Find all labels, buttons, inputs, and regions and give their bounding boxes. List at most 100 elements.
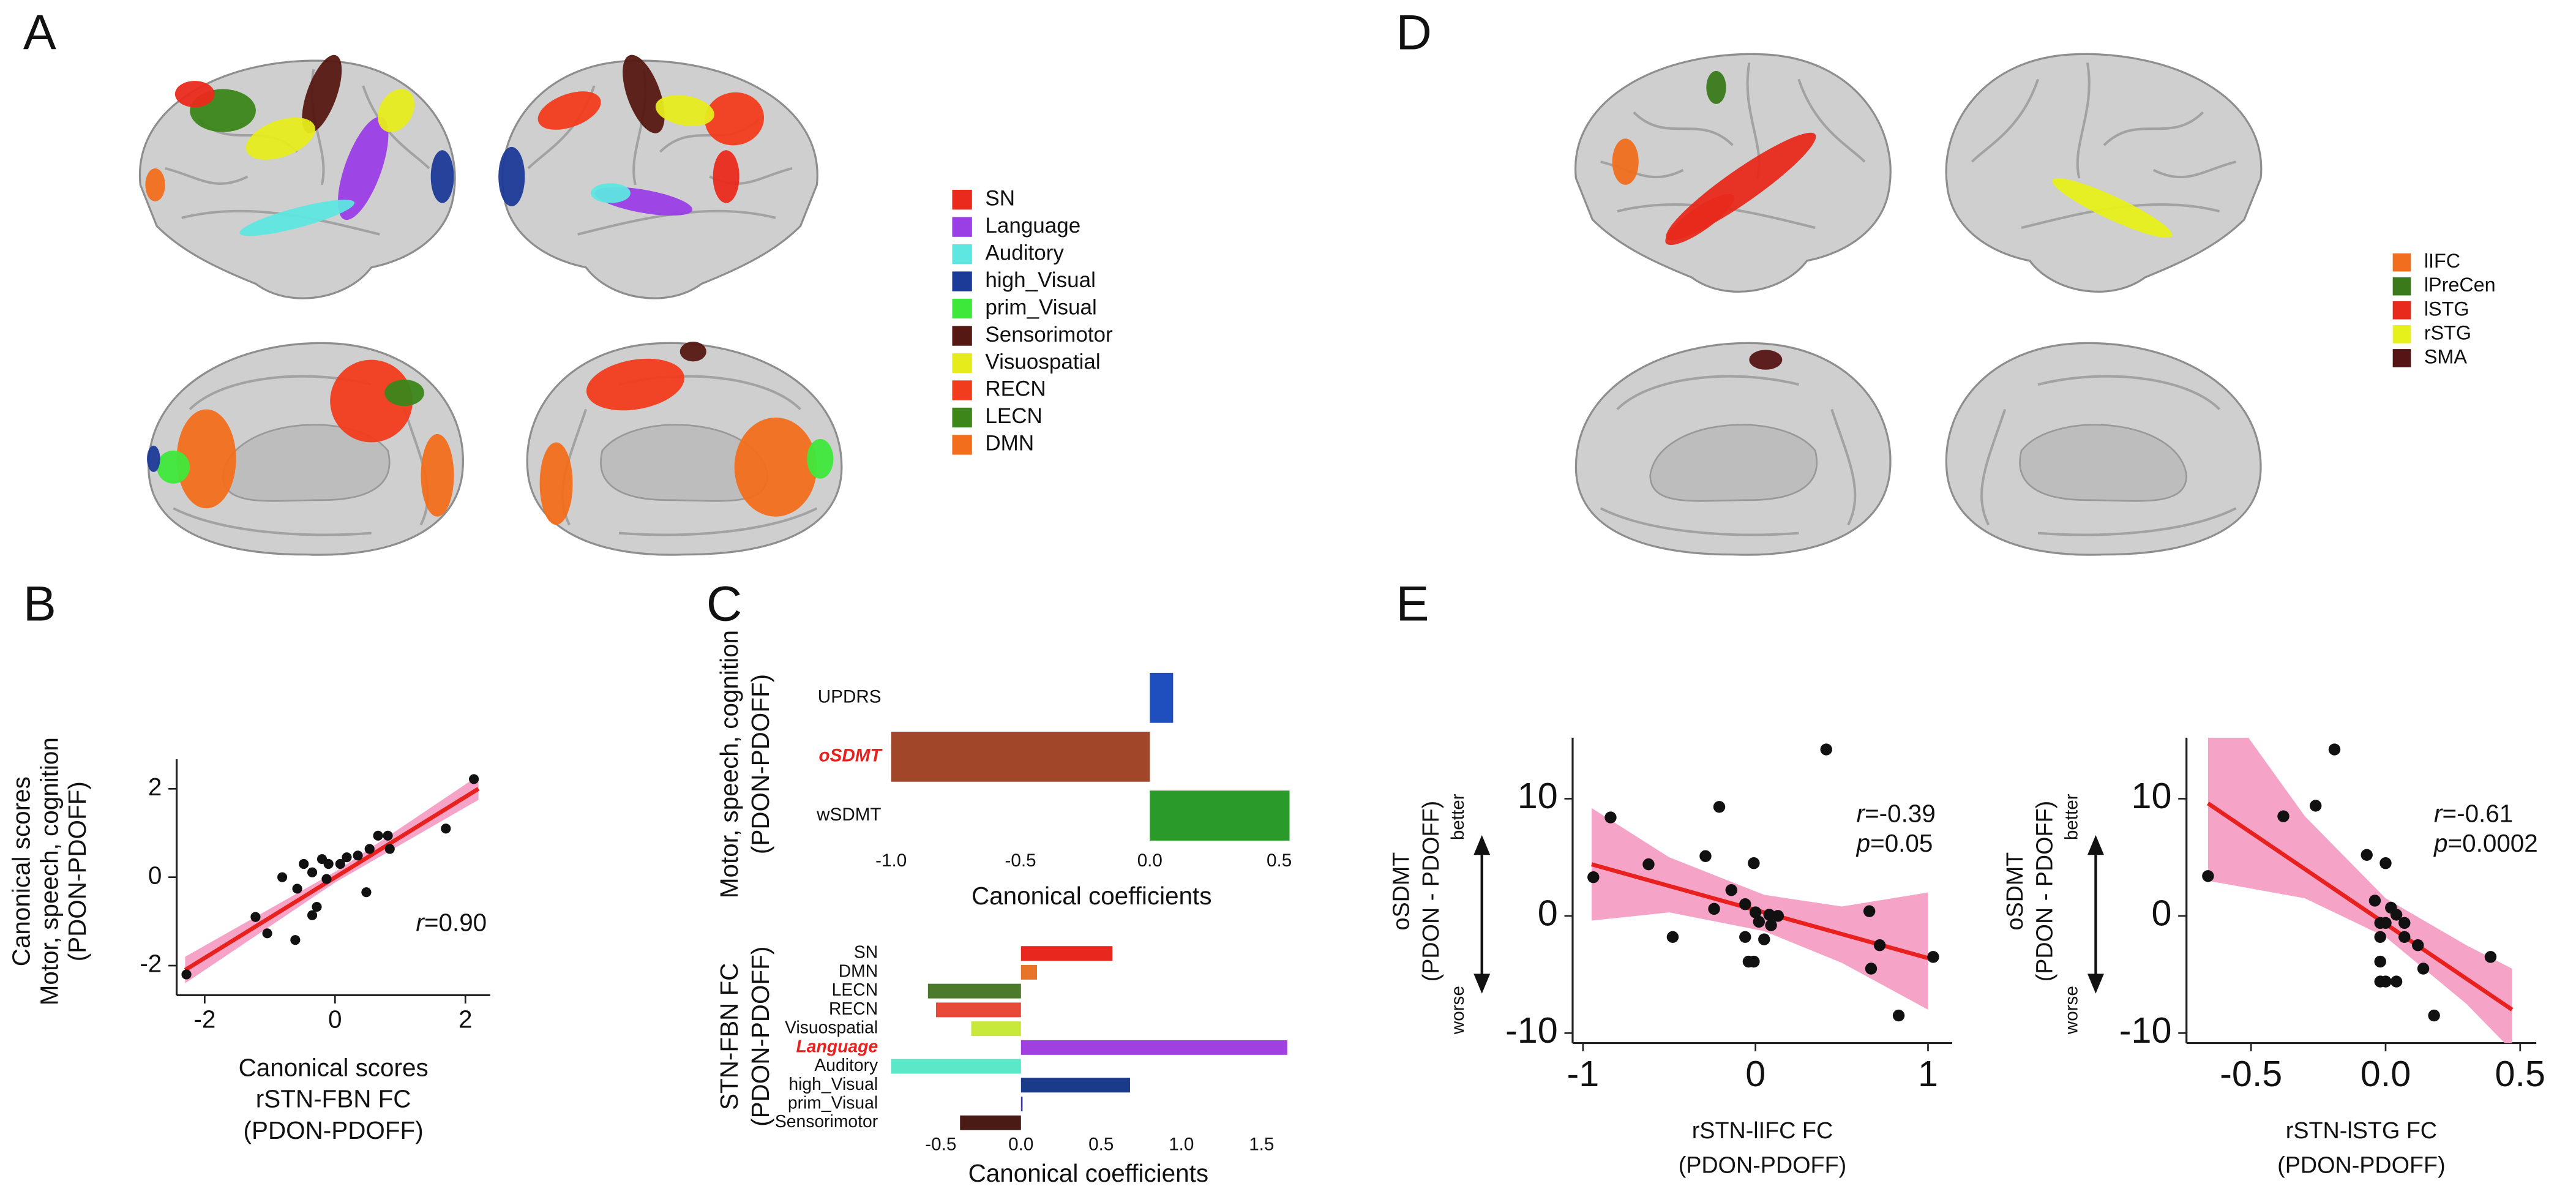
annotation-symbol: r (416, 908, 425, 936)
data-point (1873, 939, 1886, 951)
category-label: SN (854, 942, 878, 962)
legend-label: lPreCen (2424, 274, 2496, 296)
y-axis-label: Motor, speech, cognition (35, 737, 63, 1005)
sulcus (1633, 111, 1734, 146)
legend-label: high_Visual (985, 268, 1096, 292)
category-label: prim_Visual (788, 1093, 878, 1113)
legend-swatch (952, 326, 972, 346)
bar (927, 983, 1021, 999)
x-tick-label: -0.5 (2220, 1053, 2282, 1094)
annotation-symbol: p (2433, 829, 2447, 857)
annotation: r=0.90 (416, 908, 487, 936)
data-point (292, 884, 302, 894)
data-point (1748, 857, 1760, 869)
direction-label: better (2062, 794, 2082, 840)
data-point (1725, 884, 1737, 896)
annotation: r=-0.39 (1857, 799, 1936, 827)
region-patch (1706, 70, 1726, 104)
data-point (2428, 1009, 2440, 1022)
fit-line (184, 787, 480, 972)
legend-label: Sensorimotor (985, 323, 1113, 347)
arrow-head (1473, 835, 1491, 855)
data-point (1748, 955, 1760, 968)
y-tick-label: 10 (2131, 775, 2171, 816)
legend-swatch (952, 244, 972, 265)
arrow-head (2087, 974, 2104, 994)
x-axis-label: (PDON-PDOFF) (2277, 1152, 2445, 1178)
legend-label: lIFC (2424, 250, 2460, 272)
region-patch (174, 81, 215, 108)
data-point (384, 844, 395, 854)
region-patch (384, 379, 424, 407)
region-patch (680, 341, 706, 362)
data-point (1604, 811, 1617, 824)
x-tick-label: 2 (459, 1005, 472, 1034)
category-label: DMN (839, 961, 878, 980)
region-patch (498, 146, 525, 206)
legend-swatch (2392, 277, 2411, 296)
y-axis-label: Canonical scores (7, 776, 36, 966)
direction-label: worse (1448, 986, 1468, 1035)
sulcus (1616, 375, 1799, 410)
panel-label: B (23, 576, 56, 631)
region-patch (378, 89, 415, 132)
data-point (335, 858, 345, 869)
sulcus (165, 167, 249, 185)
data-point (2374, 931, 2386, 944)
legend-swatch (952, 217, 972, 237)
data-point (2374, 955, 2386, 968)
x-axis-label: (PDON-PDOFF) (1679, 1152, 1846, 1178)
y-tick-label: -2 (140, 950, 162, 978)
data-point (299, 858, 309, 869)
sulcus (618, 507, 818, 536)
direction-label: worse (2062, 986, 2082, 1035)
category-label: Sensorimotor (775, 1111, 878, 1131)
category-label: wSDMT (816, 805, 881, 825)
legend-label: rSTG (2424, 321, 2471, 343)
legend-swatch (2392, 349, 2411, 367)
legend-swatch (952, 189, 972, 210)
direction-label: better (1448, 794, 1468, 840)
annotation-symbol: r (1857, 799, 1866, 827)
legend-label: Auditory (985, 241, 1064, 265)
data-point (1739, 898, 1751, 910)
x-axis-label: Canonical coefficients (968, 1159, 1208, 1186)
legend-label: DMN (985, 432, 1034, 456)
x-tick-label: -2 (193, 1005, 215, 1034)
x-axis-label: rSTN-lIFC FC (1692, 1117, 1833, 1143)
region-patch (176, 409, 236, 509)
region-patch (245, 117, 316, 160)
data-point (2202, 870, 2214, 882)
x-tick-label: 1.0 (1169, 1135, 1194, 1155)
bar (891, 732, 1150, 782)
sulcus (1600, 507, 1799, 536)
y-tick-label: 10 (1518, 775, 1558, 816)
data-point (1713, 801, 1726, 813)
region-patch (421, 433, 454, 517)
x-tick-label: 0.5 (1267, 850, 1292, 871)
x-tick-label: 0.0 (1008, 1135, 1033, 1155)
bar (1020, 1078, 1130, 1093)
x-tick-label: 0.5 (1088, 1135, 1114, 1155)
legend-label: RECN (985, 377, 1046, 401)
data-point (2277, 810, 2290, 822)
category-label: Language (796, 1036, 878, 1056)
category-label: Auditory (814, 1055, 878, 1075)
legend-label: Visuospatial (985, 350, 1100, 373)
region-patch (145, 168, 165, 201)
x-axis-label: rSTN-FBN FC (256, 1085, 411, 1113)
arrow-head (1473, 974, 1491, 994)
y-tick-label: 2 (148, 773, 162, 801)
x-tick-label: -1.0 (875, 850, 907, 871)
panel-label: A (23, 6, 56, 61)
y-axis-label: oSDMT (1388, 852, 1413, 931)
data-point (1772, 910, 1784, 922)
legend-swatch (952, 435, 972, 455)
y-axis-label: (PDON-PDOFF) (63, 781, 91, 961)
legend-swatch (952, 380, 972, 400)
data-point (1666, 931, 1679, 944)
sulcus (362, 85, 430, 170)
data-point (1892, 1009, 1905, 1022)
data-point (2361, 849, 2373, 861)
